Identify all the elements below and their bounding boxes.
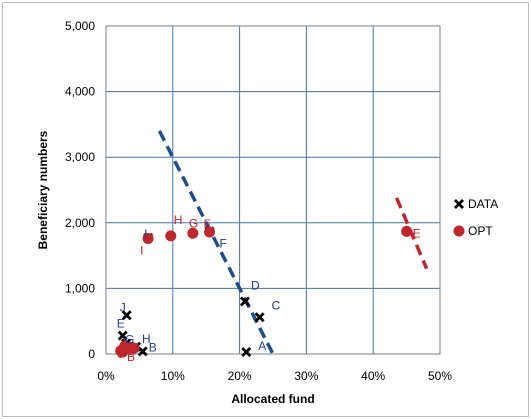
trend-line-0 bbox=[157, 130, 275, 355]
data-label-b: B bbox=[149, 340, 157, 354]
x-tick-label-4: 40% bbox=[361, 369, 385, 383]
x-tick-labels: 0% 10% 20% 30% 40% 50% bbox=[97, 369, 452, 383]
opt-label-a: A bbox=[118, 346, 126, 360]
data-label-h: H bbox=[142, 332, 151, 346]
data-point-b bbox=[137, 346, 148, 357]
opt-label-h: H bbox=[174, 213, 183, 227]
data-point-c bbox=[254, 312, 265, 323]
data-label-c: C bbox=[272, 298, 281, 312]
opt-point-e bbox=[401, 225, 413, 237]
data-label-j: J bbox=[120, 300, 126, 314]
data-label-e: E bbox=[117, 317, 125, 331]
y-tick-label-3: 3,000 bbox=[65, 150, 95, 164]
legend-item-data: DATA bbox=[454, 197, 498, 211]
x-marker-stroke-b bbox=[254, 312, 265, 323]
y-tick-label-4: 4,000 bbox=[65, 85, 95, 99]
x-tick-label-3: 30% bbox=[294, 369, 318, 383]
opt-point-i bbox=[142, 233, 154, 245]
opt-label-c: C bbox=[126, 344, 135, 358]
x-axis-title: Allocated fund bbox=[231, 392, 314, 406]
data-label-a: A bbox=[258, 339, 266, 353]
data-label-g: G bbox=[125, 333, 134, 347]
opt-label-j: J bbox=[118, 347, 124, 361]
x-tick-label-2: 20% bbox=[228, 369, 252, 383]
data-point-d bbox=[239, 296, 250, 307]
opt-point-h bbox=[165, 230, 177, 242]
x-tick-label-1: 10% bbox=[161, 369, 185, 383]
x-marker-stroke-b bbox=[121, 310, 132, 321]
x-marker-stroke-b bbox=[137, 346, 148, 357]
legend: DATA OPT bbox=[453, 197, 498, 238]
y-tick-label-1: 1,000 bbox=[65, 281, 95, 295]
data-label-i: I bbox=[144, 227, 147, 241]
x-tick-label-5: 50% bbox=[428, 369, 452, 383]
data-label-d: D bbox=[251, 279, 260, 293]
y-tick-labels: 0 1,000 2,000 3,000 4,000 5,000 bbox=[65, 19, 95, 361]
opt-label-b: B bbox=[127, 350, 135, 364]
legend-x-marker-b bbox=[454, 199, 464, 209]
legend-label-data: DATA bbox=[468, 197, 498, 211]
x-tick-label-0: 0% bbox=[97, 369, 115, 383]
opt-label-g: G bbox=[189, 216, 198, 230]
legend-circle-marker bbox=[453, 225, 465, 237]
y-axis-title: Beneficiary numbers bbox=[36, 130, 50, 249]
data-point-a bbox=[241, 347, 252, 358]
y-tick-label-5: 5,000 bbox=[65, 19, 95, 33]
x-marker-stroke-b bbox=[241, 347, 252, 358]
data-point-e bbox=[117, 330, 128, 341]
legend-item-opt: OPT bbox=[453, 224, 493, 238]
data-label-f: F bbox=[220, 236, 227, 250]
plot-area-border bbox=[105, 25, 441, 355]
opt-point-f bbox=[204, 226, 216, 238]
legend-label-opt: OPT bbox=[468, 224, 493, 238]
y-tick-label-2: 2,000 bbox=[65, 216, 95, 230]
y-tick-label-0: 0 bbox=[88, 347, 95, 361]
opt-label-i: I bbox=[140, 244, 143, 258]
x-marker-stroke-b bbox=[239, 296, 250, 307]
opt-label-d: D bbox=[125, 343, 134, 357]
opt-point-j bbox=[117, 346, 129, 358]
opt-label-e: E bbox=[413, 226, 421, 240]
data-point-j bbox=[121, 310, 132, 321]
data-points bbox=[115, 225, 413, 358]
x-marker-stroke-b bbox=[117, 330, 128, 341]
opt-label-f: F bbox=[204, 217, 211, 231]
opt-point-g bbox=[187, 227, 199, 239]
